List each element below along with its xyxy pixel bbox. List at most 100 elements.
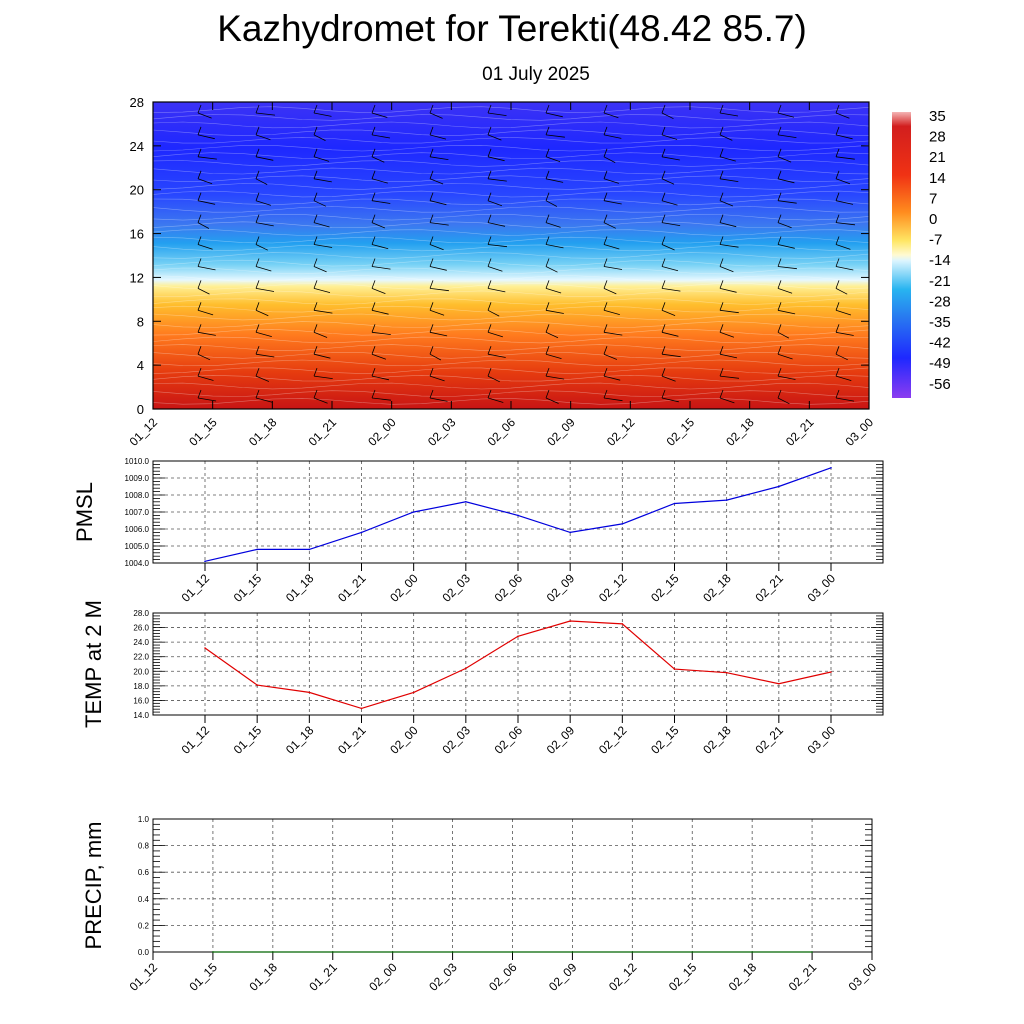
wind-barb — [603, 353, 618, 360]
wind-barb — [371, 309, 389, 315]
colorbar-label: -14 — [929, 252, 951, 269]
wind-barb — [603, 397, 623, 402]
wind-barb-flag — [719, 236, 724, 245]
y-tick-label: 1006.0 — [125, 525, 150, 534]
y-tick-label: 20.0 — [133, 667, 149, 676]
pmsl-data-point — [517, 514, 519, 517]
x-tick-label: 02_03 — [426, 960, 460, 994]
wind-barb-flag — [777, 236, 782, 245]
wind-barb — [429, 353, 442, 361]
wind-barb — [197, 244, 213, 250]
y-tick-label: 28.0 — [133, 609, 149, 618]
wind-barb — [429, 288, 449, 292]
wind-barb-flag — [835, 170, 840, 179]
wind-barb — [545, 178, 564, 183]
wind-barb-flag — [313, 236, 318, 245]
wind-barb — [603, 222, 616, 229]
wind-barb-flag — [371, 302, 376, 311]
contour-line — [152, 328, 870, 336]
wind-barb-flag — [313, 302, 318, 311]
contour-line — [152, 183, 870, 190]
wind-barb — [313, 331, 328, 338]
wind-barb — [719, 288, 737, 293]
wind-barb — [661, 353, 681, 358]
wind-barb-flag — [371, 280, 376, 289]
contour-line — [152, 382, 870, 390]
temp-2m-data-point — [204, 647, 206, 649]
wind-barb-flag — [313, 104, 318, 114]
wind-barb — [719, 375, 740, 379]
wind-barb — [777, 397, 790, 405]
wind-barb — [545, 397, 559, 404]
colorbar-label: -49 — [929, 355, 951, 372]
y-axis-title: PMSL — [72, 482, 97, 542]
contour-line — [152, 244, 870, 252]
wind-barb-flag — [255, 302, 260, 311]
precip-data-point — [391, 951, 394, 953]
wind-barb-flag — [197, 346, 202, 355]
wind-barb-flag — [835, 324, 840, 333]
wind-barb-flag — [255, 148, 260, 157]
wind-barb-flag — [545, 324, 550, 333]
wind-barb — [545, 266, 558, 273]
wind-barb-flag — [487, 148, 492, 157]
contour-line — [152, 129, 870, 137]
wind-barb-flag — [545, 367, 550, 377]
precip-panel: 0.0 0.2 0.4 0.6 0.8 1.0 01_12 01_15 01_18 01_21 02… — [81, 815, 879, 994]
pmsl-data-point — [465, 501, 467, 503]
x-tick-label: 01_15 — [231, 723, 265, 757]
x-tick-label: 02_18 — [726, 960, 760, 994]
colorbar-label: 21 — [929, 149, 946, 166]
x-tick-label: 02_15 — [648, 723, 682, 757]
wind-barb — [487, 112, 507, 116]
wind-barb-flag — [777, 104, 782, 114]
colorbar-labels: 35 28 21 14 7 0 -7 -14 -21 -28 -35 -42 -49 -56 — [929, 108, 951, 393]
wind-barb — [255, 178, 268, 185]
wind-barb — [429, 244, 444, 251]
wind-barb-flag — [487, 346, 492, 355]
wind-barb — [719, 200, 734, 207]
wind-barb — [835, 266, 854, 271]
wind-barb — [487, 134, 502, 141]
wind-barb-flag — [197, 280, 202, 289]
wind-barb-flag — [429, 126, 434, 136]
precip-data-point — [511, 951, 514, 953]
wind-barb-flag — [429, 258, 434, 267]
wind-barb — [255, 134, 271, 141]
wind-barb — [371, 375, 390, 381]
x-tick-label: 01_12 — [127, 415, 161, 449]
wind-barb — [429, 178, 444, 185]
x-tick-label: 01_18 — [283, 571, 317, 605]
wind-barb — [777, 244, 795, 249]
wind-barb — [197, 397, 217, 402]
wind-barb — [835, 156, 855, 160]
colorbar-label: 7 — [929, 190, 937, 207]
wind-barb-flag — [545, 126, 550, 136]
wind-barb-flag — [255, 346, 260, 355]
x-tick-label: 02_09 — [544, 723, 578, 757]
wind-barb — [661, 156, 680, 161]
wind-barb — [777, 353, 793, 360]
wind-barb-flag — [487, 214, 492, 223]
wind-barb-flag — [487, 170, 492, 179]
precip-data-point — [571, 951, 574, 953]
y-tick-label: 26.0 — [133, 624, 149, 633]
wind-barb — [313, 200, 327, 207]
wind-barb-flag — [661, 280, 666, 289]
precip-data-point — [811, 951, 813, 953]
wind-barb — [197, 178, 213, 185]
wind-barb-flag — [255, 104, 260, 114]
wind-barb — [603, 331, 623, 336]
wind-barb-flag — [487, 389, 492, 399]
y-tick-label: 22.0 — [133, 653, 149, 662]
x-tick-label: 02_21 — [786, 960, 820, 994]
x-tick-label: 02_18 — [700, 571, 734, 605]
wind-barb — [777, 200, 797, 204]
contour-line — [152, 137, 870, 144]
contour-line — [152, 390, 870, 397]
wind-barb — [255, 288, 275, 292]
wind-barb — [661, 112, 674, 120]
wind-barb — [719, 156, 736, 162]
wind-barb — [371, 266, 391, 270]
